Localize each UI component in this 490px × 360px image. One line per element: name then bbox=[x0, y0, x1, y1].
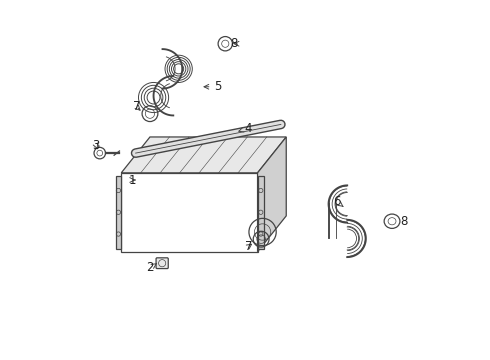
Text: 3: 3 bbox=[93, 139, 100, 152]
Text: 2: 2 bbox=[146, 261, 157, 274]
Text: 5: 5 bbox=[204, 80, 222, 93]
Bar bbox=[116, 176, 122, 248]
FancyBboxPatch shape bbox=[156, 258, 168, 269]
Text: 8: 8 bbox=[400, 215, 407, 228]
Ellipse shape bbox=[388, 218, 396, 225]
Text: 7: 7 bbox=[133, 100, 140, 113]
Polygon shape bbox=[122, 137, 286, 173]
Text: 4: 4 bbox=[239, 122, 252, 135]
Text: 6: 6 bbox=[333, 195, 343, 208]
Text: 8: 8 bbox=[231, 37, 239, 50]
Polygon shape bbox=[258, 137, 286, 252]
Ellipse shape bbox=[384, 214, 400, 228]
Text: 7: 7 bbox=[245, 240, 252, 253]
Text: 1: 1 bbox=[128, 174, 136, 186]
Polygon shape bbox=[122, 173, 258, 252]
Bar bbox=[258, 176, 264, 248]
